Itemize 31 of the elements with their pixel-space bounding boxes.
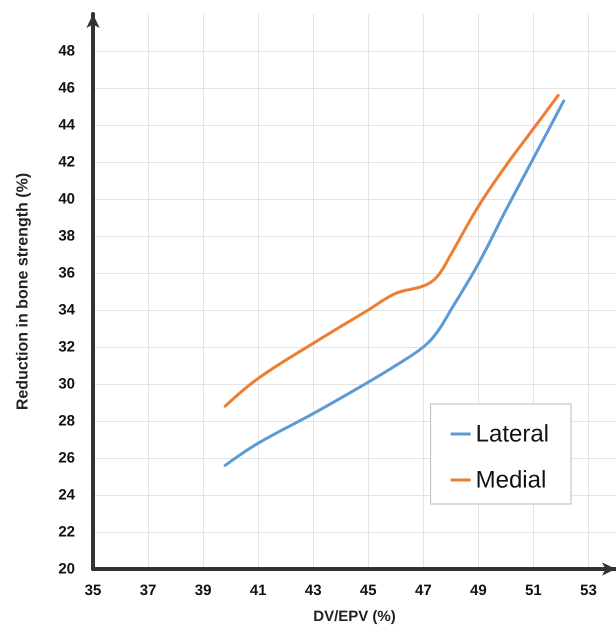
legend-label: Lateral: [476, 420, 550, 448]
x-axis-title: DV/EPV (%): [313, 608, 396, 625]
x-tick-label: 53: [580, 582, 597, 599]
y-tick-label: 40: [58, 190, 75, 208]
y-tick-label: 32: [58, 338, 75, 356]
x-tick-label: 35: [84, 582, 102, 599]
y-tick-label: 22: [58, 524, 75, 540]
x-tick-label: 51: [525, 582, 542, 599]
y-tick-label: 34: [58, 302, 76, 318]
y-tick-label: 48: [58, 42, 75, 60]
y-tick-label: 36: [58, 264, 75, 282]
y-tick-label: 24: [58, 486, 76, 504]
x-tick-label: 49: [470, 582, 487, 599]
x-tick-label: 37: [140, 582, 156, 599]
y-tick-label: 44: [58, 116, 76, 134]
y-axis-title: Reduction in bone strength (%): [14, 172, 32, 410]
y-tick-label: 30: [58, 376, 75, 392]
y-tick-label: 42: [58, 154, 75, 170]
x-tick-label: 45: [360, 582, 377, 599]
y-tick-label: 26: [58, 450, 75, 466]
x-tick-label: 47: [414, 582, 432, 599]
y-tick-label: 28: [58, 412, 75, 430]
y-tick-label: 38: [58, 228, 75, 244]
legend-label: Medial: [476, 466, 546, 494]
line-series: [224, 94, 560, 408]
x-tick-label: 39: [194, 582, 212, 599]
x-tick-label: 43: [304, 582, 322, 599]
line-series: [224, 99, 566, 467]
y-tick-label: 46: [58, 80, 75, 96]
x-tick-label: 41: [250, 582, 266, 599]
y-tick-label: 20: [58, 560, 75, 578]
